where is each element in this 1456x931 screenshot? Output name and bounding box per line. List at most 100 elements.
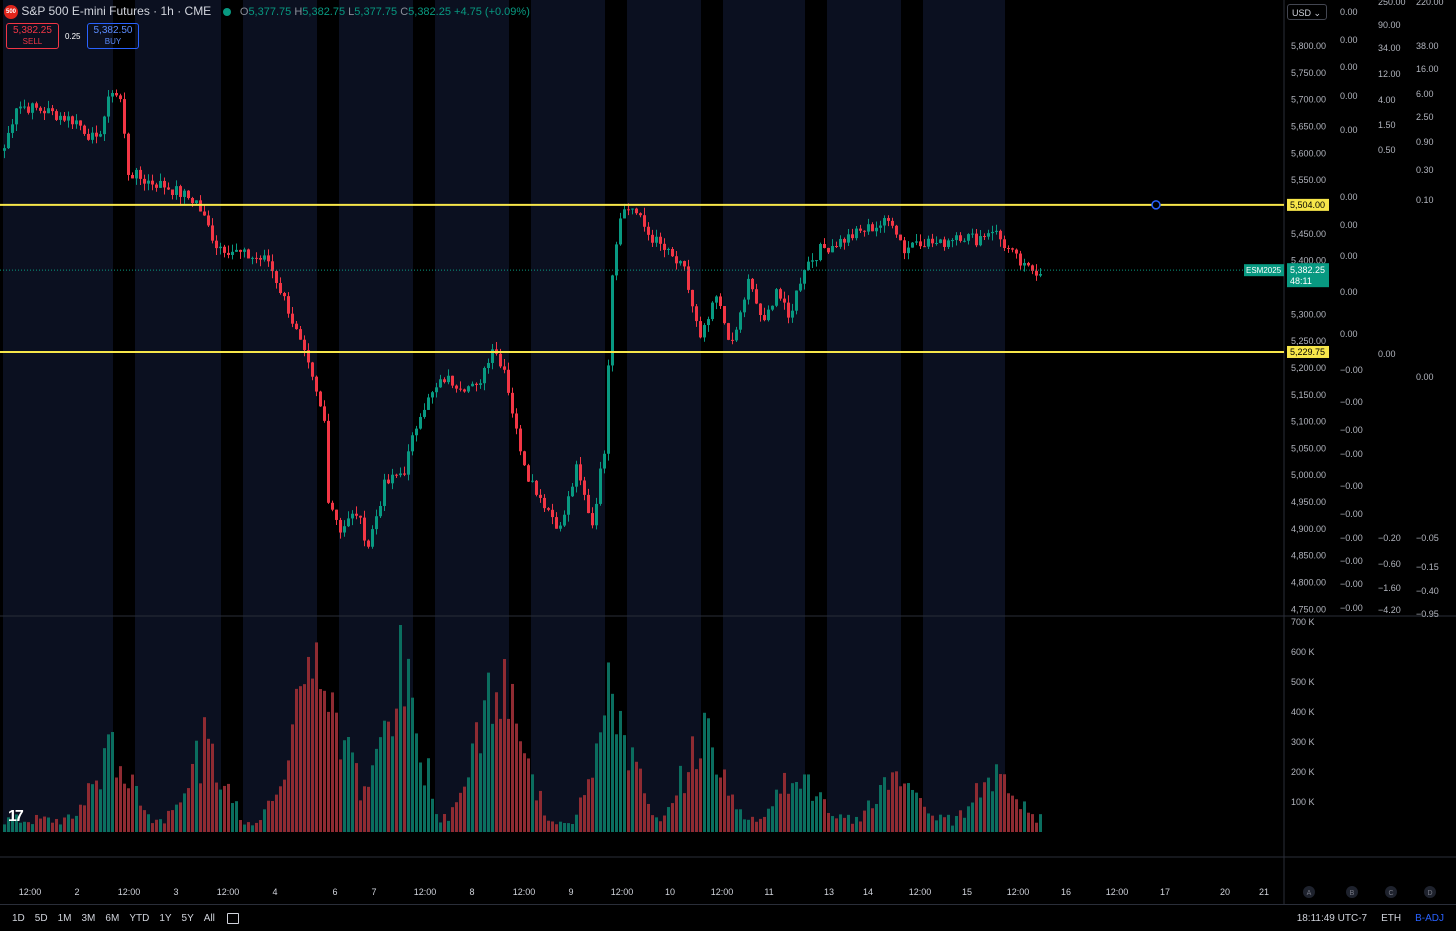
indicator-scale-label: 4.00 [1378,95,1396,105]
candle-body [555,517,558,529]
buy-button[interactable]: 5,382.50 BUY [86,23,140,49]
adjustment-toggle[interactable]: B-ADJ [1415,912,1444,924]
candle-body [431,392,434,398]
symbol-title[interactable]: S&P 500 E-mini Futures · 1h · CME [21,4,212,18]
candle-body [515,413,518,429]
range-button-5y[interactable]: 5Y [181,912,194,924]
candle-body [223,246,226,253]
volume-bar [951,825,954,832]
candle-body [1011,248,1014,250]
time-tick-label: 12:00 [118,887,141,897]
session-gap [901,0,923,832]
candle-body [331,502,334,510]
volume-bar [823,799,826,832]
candle-body [75,120,78,125]
currency-select[interactable]: USD ⌄ [1287,4,1327,20]
candle-body [955,235,958,241]
indicator-scale-label: 0.00 [1340,35,1358,45]
scale-letter-button[interactable] [1424,886,1436,898]
range-button-6m[interactable]: 6M [105,912,120,924]
session-toggle[interactable]: ETH [1381,912,1402,924]
range-button-ytd[interactable]: YTD [129,912,150,924]
volume-bar [243,824,246,832]
candle-body [347,518,350,527]
volume-bar [987,777,990,832]
volume-bar [147,814,150,832]
volume-bar [491,723,494,832]
candle-body [399,473,402,476]
candle-body [959,235,962,241]
candle-body [823,244,826,248]
candle-body [487,362,490,369]
volume-bar [163,823,166,832]
candle-body [71,116,74,125]
candle-body [403,473,406,475]
candle-body [79,120,82,126]
candle-body [503,366,506,370]
candle-body [839,238,842,247]
volume-bar [1003,774,1006,832]
volume-bar [7,817,10,832]
volume-bar [327,711,330,832]
candle-body [907,247,910,254]
sell-button[interactable]: 5,382.25 SELL [6,23,59,49]
volume-bar [159,819,162,832]
scale-letter-button[interactable] [1346,886,1358,898]
volume-bar [555,824,558,832]
candle-body [3,148,6,151]
indicator-scale-label: 0.00 [1340,7,1358,17]
volume-bar [707,718,710,832]
candle-body [763,315,766,321]
range-button-5d[interactable]: 5D [34,912,48,924]
range-button-1m[interactable]: 1M [57,912,72,924]
candle-body [963,240,966,242]
range-button-3m[interactable]: 3M [81,912,96,924]
volume-bar [275,794,278,832]
volume-bar [279,786,282,832]
candle-body [463,389,466,392]
range-button-all[interactable]: All [203,912,215,924]
candle-body [691,289,694,307]
time-tick-label: 11 [764,887,773,897]
candle-body [747,278,750,300]
candle-body [623,209,626,219]
scale-letter-button[interactable] [1385,886,1397,898]
candle-body [571,486,574,497]
volume-bar [179,802,182,832]
volume-tick-label: 400 K [1291,707,1315,717]
line-handle-icon[interactable] [1151,200,1161,210]
volume-bar [99,789,102,832]
candle-body [387,479,390,484]
calendar-icon[interactable] [226,912,239,924]
volume-bar [991,791,994,832]
candle-body [299,329,302,340]
price-chart[interactable]: 5,800.00 5,750.00 5,700.00 5,650.00 5,600.00… [0,0,1456,904]
volume-bar [435,814,438,832]
volume-bar [363,786,366,832]
volume-bar [891,772,894,832]
candle-body [787,302,790,318]
range-button-1d[interactable]: 1D [12,912,25,924]
candle-body [875,227,878,232]
indicator-scale-label: −1.60 [1378,583,1401,593]
range-button-1y[interactable]: 1Y [159,912,172,924]
indicator-scale-label: −0.20 [1378,533,1401,543]
volume-bar [463,786,466,832]
volume-bar [235,801,238,832]
volume-bar [167,810,170,832]
candle-body [667,248,670,250]
volume-bar [359,800,362,832]
volume-bar [103,748,106,832]
candle-body [231,251,234,255]
scale-letter-button[interactable] [1303,886,1315,898]
time-tick-label: 12:00 [513,887,536,897]
price-tick-label: 5,800.00 [1291,41,1326,51]
price-tick-label: 5,250.00 [1291,336,1326,346]
indicator-scale-label: 0.00 [1340,62,1358,72]
volume-bar [143,810,146,832]
volume-bar [355,763,358,832]
candle-body [971,233,974,235]
volume-bar [295,688,298,832]
candle-body [171,189,174,195]
indicator-scale-label: 0.00 [1416,372,1434,382]
